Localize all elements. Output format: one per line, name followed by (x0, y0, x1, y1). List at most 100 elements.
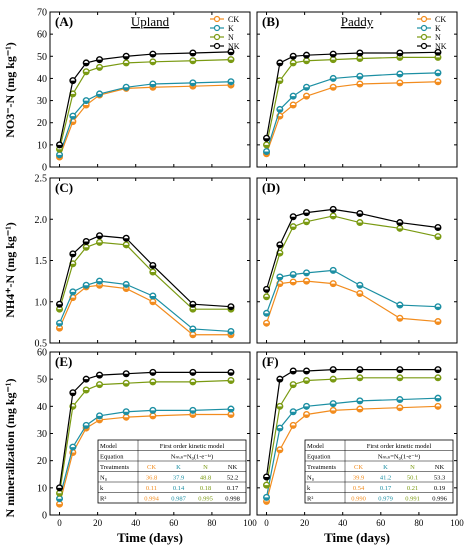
legend-label-NK: NK (435, 42, 447, 51)
data-point-half (435, 236, 441, 240)
table-row-label: R² (307, 496, 313, 503)
panel-D: (D) (256, 177, 458, 344)
data-point-half (397, 377, 403, 381)
data-point-half (150, 61, 156, 65)
data-point-half (96, 419, 103, 423)
panel-F: 0 20 40 60 80 100 (F) Model First order kinetic … (256, 351, 464, 528)
y-tick-label: 40 (37, 74, 47, 85)
legend-label-NK: NK (228, 42, 240, 51)
legend-marker (420, 24, 428, 32)
data-point-half (290, 371, 296, 374)
data-point-half (357, 83, 363, 87)
data-point-half (83, 105, 89, 108)
data-point-half (228, 380, 234, 384)
legend-marker (420, 33, 428, 41)
series-line-N (58, 241, 231, 310)
data-point-half (70, 297, 76, 301)
data-point-half (397, 407, 403, 411)
data-point-half (357, 293, 363, 297)
data-point-half (190, 328, 196, 332)
table-cell: NK (228, 464, 238, 471)
data-point-half (330, 379, 336, 382)
table-row-label: R² (100, 496, 106, 503)
data-point-half (96, 59, 103, 63)
data-point-half (263, 497, 270, 501)
x-axis-label-right: Time (days) (324, 530, 390, 545)
data-point-half (263, 138, 270, 142)
panel-frame (49, 177, 251, 344)
table-cell: CK (354, 464, 363, 471)
panel-label: (E) (55, 354, 72, 369)
table-row-label: Treatments (307, 464, 336, 471)
data-point-half (290, 274, 296, 278)
data-point-half (228, 81, 234, 85)
data-point-half (303, 281, 310, 284)
data-point-half (303, 371, 310, 374)
panel-frame (256, 11, 458, 168)
table-cell: 41.2 (380, 475, 391, 482)
table-header-value: First order kinetic model (367, 443, 432, 450)
y-tick-label: 30 (37, 96, 47, 107)
table-cell: 0.21 (407, 485, 418, 492)
table-cell: 37.9 (173, 475, 184, 482)
x-tick-label: 40 (131, 518, 141, 528)
data-point-half (123, 244, 129, 248)
table-cell: 52.2 (227, 475, 238, 482)
data-point-half (263, 501, 270, 505)
legend-label-CK: CK (435, 15, 446, 24)
data-point-half (70, 291, 76, 295)
data-point-half (83, 379, 89, 382)
panel-frame (49, 11, 251, 168)
table-cell: 39.9 (353, 475, 364, 482)
data-point-half (56, 304, 63, 308)
legend-marker (213, 33, 221, 41)
data-point-half (357, 213, 363, 217)
data-point-half (96, 93, 103, 97)
data-point-half (150, 301, 156, 305)
data-point-half (190, 381, 196, 385)
panel-label: (B) (262, 14, 279, 29)
kinetic-table: Model First order kinetic model Equation Nₘ… (304, 439, 454, 504)
data-point-half (357, 377, 363, 381)
data-point-half (303, 221, 310, 225)
data-point-half (277, 109, 283, 113)
data-point-half (277, 283, 283, 287)
data-point-half (330, 78, 336, 82)
y-tick-label: 70 (37, 8, 47, 19)
data-point-half (357, 409, 363, 412)
data-point-half (303, 87, 310, 91)
data-point-half (435, 369, 441, 373)
table-cell: 0.996 (432, 496, 447, 503)
x-tick-label: 0 (264, 518, 269, 528)
data-point-half (228, 331, 234, 335)
data-point-half (228, 414, 234, 418)
panel-C: 0.5 1.0 1.5 2.0 2.5 (C) (35, 174, 251, 350)
data-point-half (83, 390, 89, 393)
data-point-half (228, 306, 234, 310)
data-point-half (397, 222, 403, 226)
data-point-half (303, 406, 310, 410)
data-point-half (83, 100, 89, 104)
data-point-half (70, 392, 76, 396)
table-cell: K (383, 464, 388, 471)
table-row-label: N₀ (100, 475, 107, 482)
table-equation-label: Equation (307, 454, 331, 461)
panel-frame (256, 177, 458, 344)
data-point-half (150, 272, 156, 275)
data-point-half (190, 372, 196, 376)
data-point-half (96, 375, 103, 378)
data-point-half (330, 87, 336, 91)
data-point-half (228, 334, 234, 338)
data-point-half (303, 96, 310, 99)
data-point-half (277, 62, 283, 66)
data-point-half (290, 216, 296, 220)
data-point-half (70, 263, 76, 267)
data-point-half (150, 410, 156, 414)
data-point-half (357, 400, 363, 404)
data-point-half (123, 373, 129, 377)
x-tick-label: 20 (93, 518, 103, 528)
data-point-half (190, 410, 196, 414)
panel-label: (C) (55, 180, 73, 195)
data-point-half (277, 244, 283, 248)
